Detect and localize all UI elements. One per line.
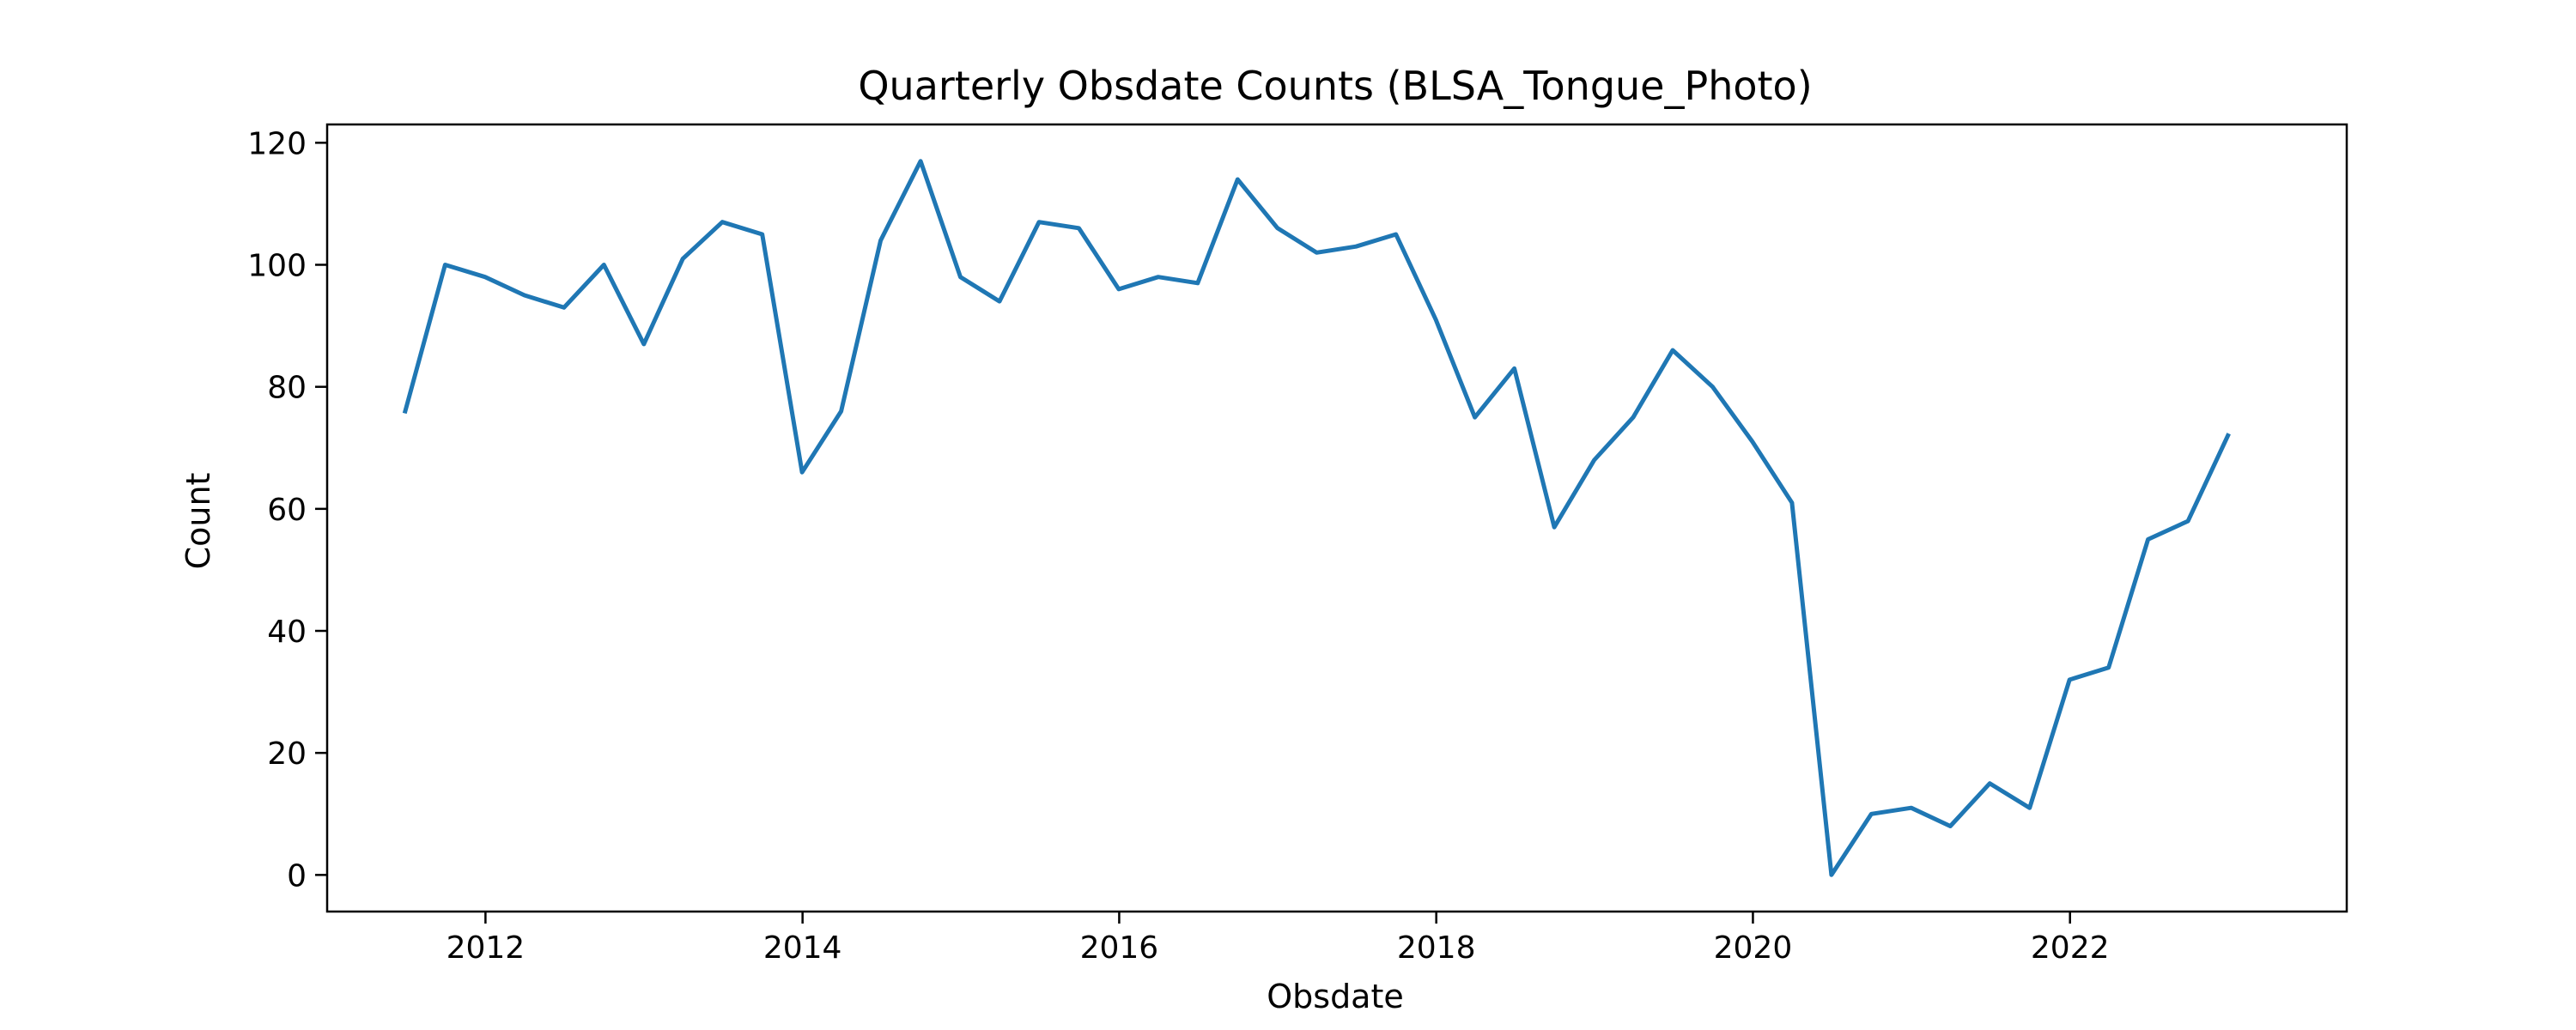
x-axis-label: Obsdate: [1267, 978, 1404, 1015]
x-tick-label: 2022: [2031, 930, 2110, 966]
y-tick-label: 0: [287, 858, 307, 894]
chart-title: Quarterly Obsdate Counts (BLSA_Tongue_Ph…: [858, 63, 1812, 109]
y-tick-label: 20: [267, 736, 307, 772]
x-tick-label: 2020: [1714, 930, 1793, 966]
series-line-0: [402, 159, 2231, 877]
plot-frame: [325, 123, 2348, 913]
y-tick-label: 80: [267, 371, 307, 406]
x-tick-label: 2016: [1080, 930, 1159, 966]
y-tick-label: 120: [247, 126, 307, 161]
y-axis-label: Count: [179, 473, 217, 570]
y-tick-label: 60: [267, 493, 307, 528]
x-tick-label: 2012: [447, 930, 526, 966]
plot-area: 2012 2014 2016 2018 2020 2022 0 20 40 60 80 100 120: [247, 123, 2348, 966]
x-tick-label: 2018: [1397, 930, 1476, 966]
x-tick-label: 2014: [763, 930, 842, 966]
y-tick-label: 40: [267, 615, 307, 650]
y-tick-label: 100: [247, 248, 307, 283]
